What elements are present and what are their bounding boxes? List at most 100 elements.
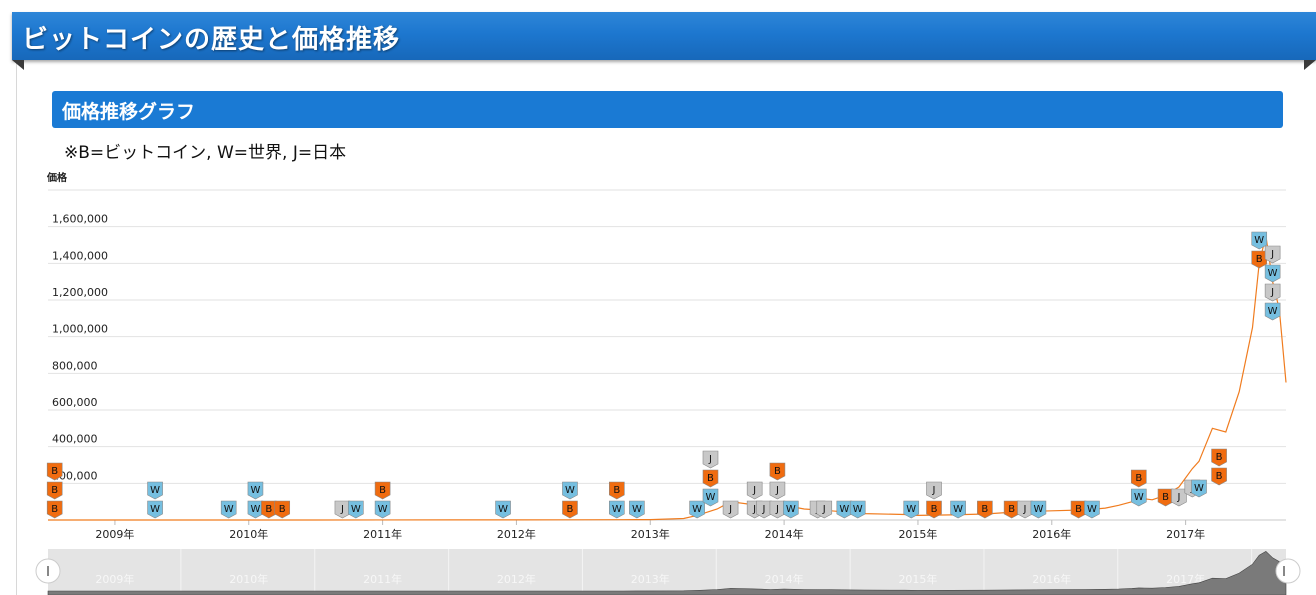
- event-flag-J[interactable]: J: [926, 481, 942, 500]
- section-title: 価格推移グラフ: [62, 101, 196, 123]
- event-flag-J[interactable]: J: [722, 500, 739, 519]
- event-flag-B[interactable]: B: [274, 500, 291, 519]
- flag-shape: [1130, 488, 1147, 507]
- event-flag-B[interactable]: B: [374, 481, 391, 500]
- flag-shape: [46, 500, 63, 519]
- event-flag-B[interactable]: B: [702, 469, 719, 488]
- event-flag-W[interactable]: W: [147, 481, 163, 500]
- navigator-label: 2010年: [229, 572, 268, 586]
- event-flag-W[interactable]: W: [147, 500, 163, 519]
- event-flag-W[interactable]: W: [849, 500, 866, 519]
- event-flag-B[interactable]: B: [46, 500, 63, 519]
- event-flag-B[interactable]: B: [1211, 448, 1227, 467]
- flag-label: B: [1075, 504, 1082, 515]
- flag-shape: [562, 481, 578, 500]
- x-tick-label: 2015年: [898, 527, 937, 541]
- event-flag-W[interactable]: W: [374, 500, 391, 519]
- event-flag-B[interactable]: B: [977, 500, 993, 519]
- event-flag-W[interactable]: W: [1264, 264, 1281, 283]
- event-flag-J[interactable]: J: [1017, 500, 1033, 519]
- event-flag-W[interactable]: W: [1191, 479, 1207, 498]
- flag-label: B: [265, 504, 272, 515]
- flag-shape: [926, 481, 942, 500]
- navigator-label: 2014年: [765, 572, 804, 586]
- event-flag-J[interactable]: J: [1264, 283, 1281, 302]
- flag-shape: [903, 500, 920, 519]
- event-flag-W[interactable]: W: [609, 500, 625, 519]
- event-flag-B[interactable]: B: [926, 500, 942, 519]
- event-flag-J[interactable]: J: [756, 500, 772, 519]
- event-flag-B[interactable]: B: [1070, 500, 1087, 519]
- event-flag-W[interactable]: W: [1264, 302, 1281, 321]
- x-tick-label: 2014年: [765, 527, 804, 541]
- event-flag-W[interactable]: W: [247, 481, 264, 500]
- event-flag-B[interactable]: B: [1251, 250, 1268, 269]
- event-flag-B[interactable]: B: [46, 462, 63, 481]
- event-flag-J[interactable]: J: [769, 500, 786, 519]
- flag-shape: [629, 500, 645, 519]
- flag-shape: [147, 500, 163, 519]
- event-flag-W[interactable]: W: [1130, 488, 1147, 507]
- event-flag-W[interactable]: W: [247, 500, 264, 519]
- event-flag-W[interactable]: W: [836, 500, 853, 519]
- event-flag-W[interactable]: W: [348, 500, 364, 519]
- flag-shape: [702, 488, 719, 507]
- event-flag-B[interactable]: B: [609, 481, 625, 500]
- event-flag-W[interactable]: W: [903, 500, 920, 519]
- event-flag-J[interactable]: J: [702, 450, 719, 469]
- event-flag-W[interactable]: W: [1084, 500, 1100, 519]
- event-flag-J[interactable]: J: [746, 481, 763, 500]
- event-flag-B[interactable]: B: [261, 500, 277, 519]
- price-series: [48, 235, 1287, 521]
- event-flag-J[interactable]: J: [334, 500, 351, 519]
- flag-shape: [926, 500, 942, 519]
- event-flag-W[interactable]: W: [562, 481, 578, 500]
- flag-label: W: [251, 504, 261, 515]
- flag-shape: [756, 500, 772, 519]
- flag-label: J: [728, 504, 732, 515]
- navigator-handle-right[interactable]: [1275, 558, 1301, 584]
- flag-label: B: [279, 504, 286, 515]
- flag-shape: [836, 500, 853, 519]
- event-flag-B[interactable]: B: [769, 462, 786, 481]
- flag-shape: [374, 481, 391, 500]
- event-flag-W[interactable]: W: [689, 500, 705, 519]
- event-flag-W[interactable]: W: [1030, 500, 1047, 519]
- event-flag-J[interactable]: J: [769, 481, 786, 500]
- flag-label: B: [1256, 254, 1263, 265]
- flag-shape: [495, 500, 511, 519]
- event-flag-W[interactable]: W: [950, 500, 966, 519]
- event-flag-W[interactable]: W: [1251, 231, 1268, 250]
- flag-label: B: [1008, 504, 1015, 515]
- flag-shape: [769, 462, 786, 481]
- event-flag-W[interactable]: W: [495, 500, 511, 519]
- event-flag-B[interactable]: B: [46, 481, 63, 500]
- event-flag-B[interactable]: B: [1003, 500, 1020, 519]
- navigator[interactable]: 2009年 2010年 2011年 2012年 2013年 2014年 2015年 2016年…: [35, 549, 1301, 595]
- flag-shape: [374, 500, 391, 519]
- flag-label: J: [775, 504, 779, 515]
- y-tick-label: 1,600,000: [52, 213, 108, 226]
- event-flag-B[interactable]: B: [1211, 467, 1227, 486]
- event-flag-W[interactable]: W: [782, 500, 799, 519]
- event-flag-J[interactable]: J: [816, 500, 833, 519]
- flag-shape: [1251, 231, 1268, 250]
- flag-shape: [769, 500, 786, 519]
- flag-shape: [849, 500, 866, 519]
- event-flag-B[interactable]: B: [562, 500, 578, 519]
- flag-label: J: [340, 504, 344, 515]
- flag-label: W: [498, 504, 508, 515]
- flag-label: W: [565, 485, 575, 496]
- flag-shape: [562, 500, 578, 519]
- event-flag-B[interactable]: B: [1157, 488, 1174, 507]
- event-flag-W[interactable]: W: [629, 500, 645, 519]
- event-flag-W[interactable]: W: [220, 500, 237, 519]
- navigator-label: 2012年: [497, 572, 536, 586]
- event-flag-J[interactable]: J: [1171, 488, 1187, 507]
- flag-label: J: [1270, 287, 1274, 298]
- event-flag-J[interactable]: J: [1264, 245, 1281, 264]
- event-flag-B[interactable]: B: [1130, 469, 1147, 488]
- flag-label: W: [1254, 235, 1264, 246]
- event-flag-W[interactable]: W: [702, 488, 719, 507]
